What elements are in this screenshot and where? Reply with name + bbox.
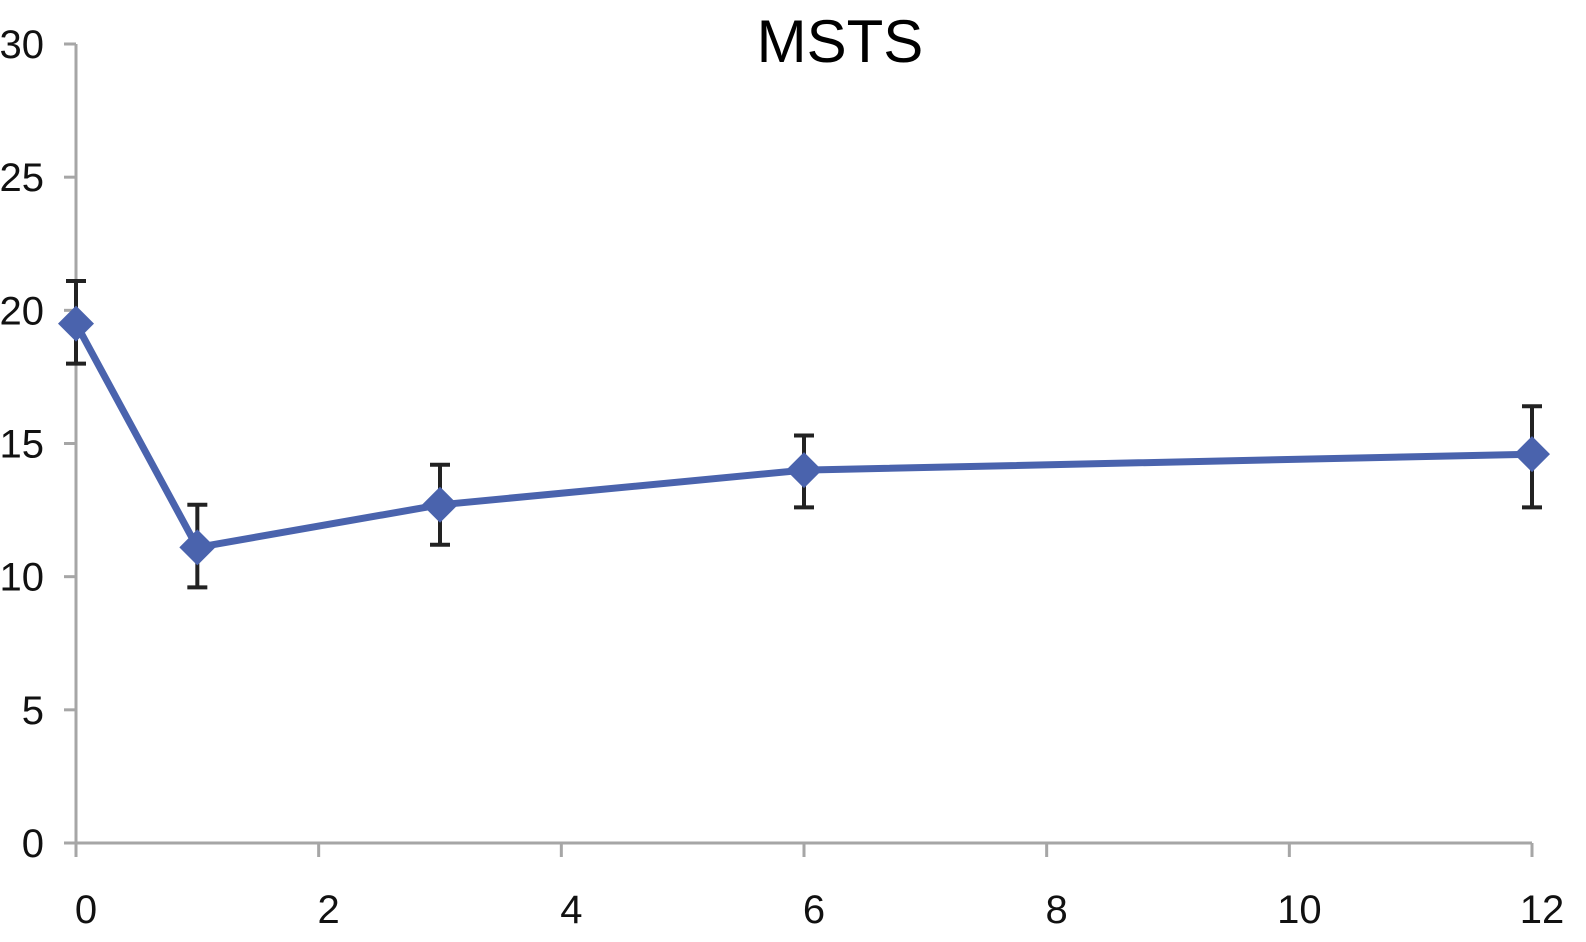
data-point (179, 529, 216, 566)
x-tick-label: 4 (560, 888, 582, 932)
x-tick-label: 6 (803, 888, 825, 932)
series-markers (58, 305, 1550, 566)
x-tick-label: 8 (1046, 888, 1068, 932)
x-tick-label: 12 (1520, 888, 1565, 932)
data-point (1514, 436, 1550, 473)
x-tick-label: 10 (1277, 888, 1322, 932)
data-point (786, 452, 822, 489)
data-point (58, 305, 94, 342)
y-tick-label: 15 (0, 423, 44, 467)
y-tick-label: 30 (0, 23, 44, 67)
y-tick-label: 20 (0, 289, 44, 333)
y-tick-label: 25 (0, 156, 44, 200)
axis-ticks: 0 5 10 15 20 25 30 0 2 4 6 8 10 12 (0, 23, 1564, 932)
x-tick-label: 0 (75, 888, 97, 932)
y-tick-label: 0 (22, 822, 44, 866)
error-bars (66, 279, 1542, 590)
y-tick-label: 5 (22, 689, 44, 733)
x-tick-label: 2 (318, 888, 340, 932)
y-tick-label: 10 (0, 556, 44, 600)
chart-title: MSTS (757, 8, 924, 75)
data-point (422, 486, 458, 523)
